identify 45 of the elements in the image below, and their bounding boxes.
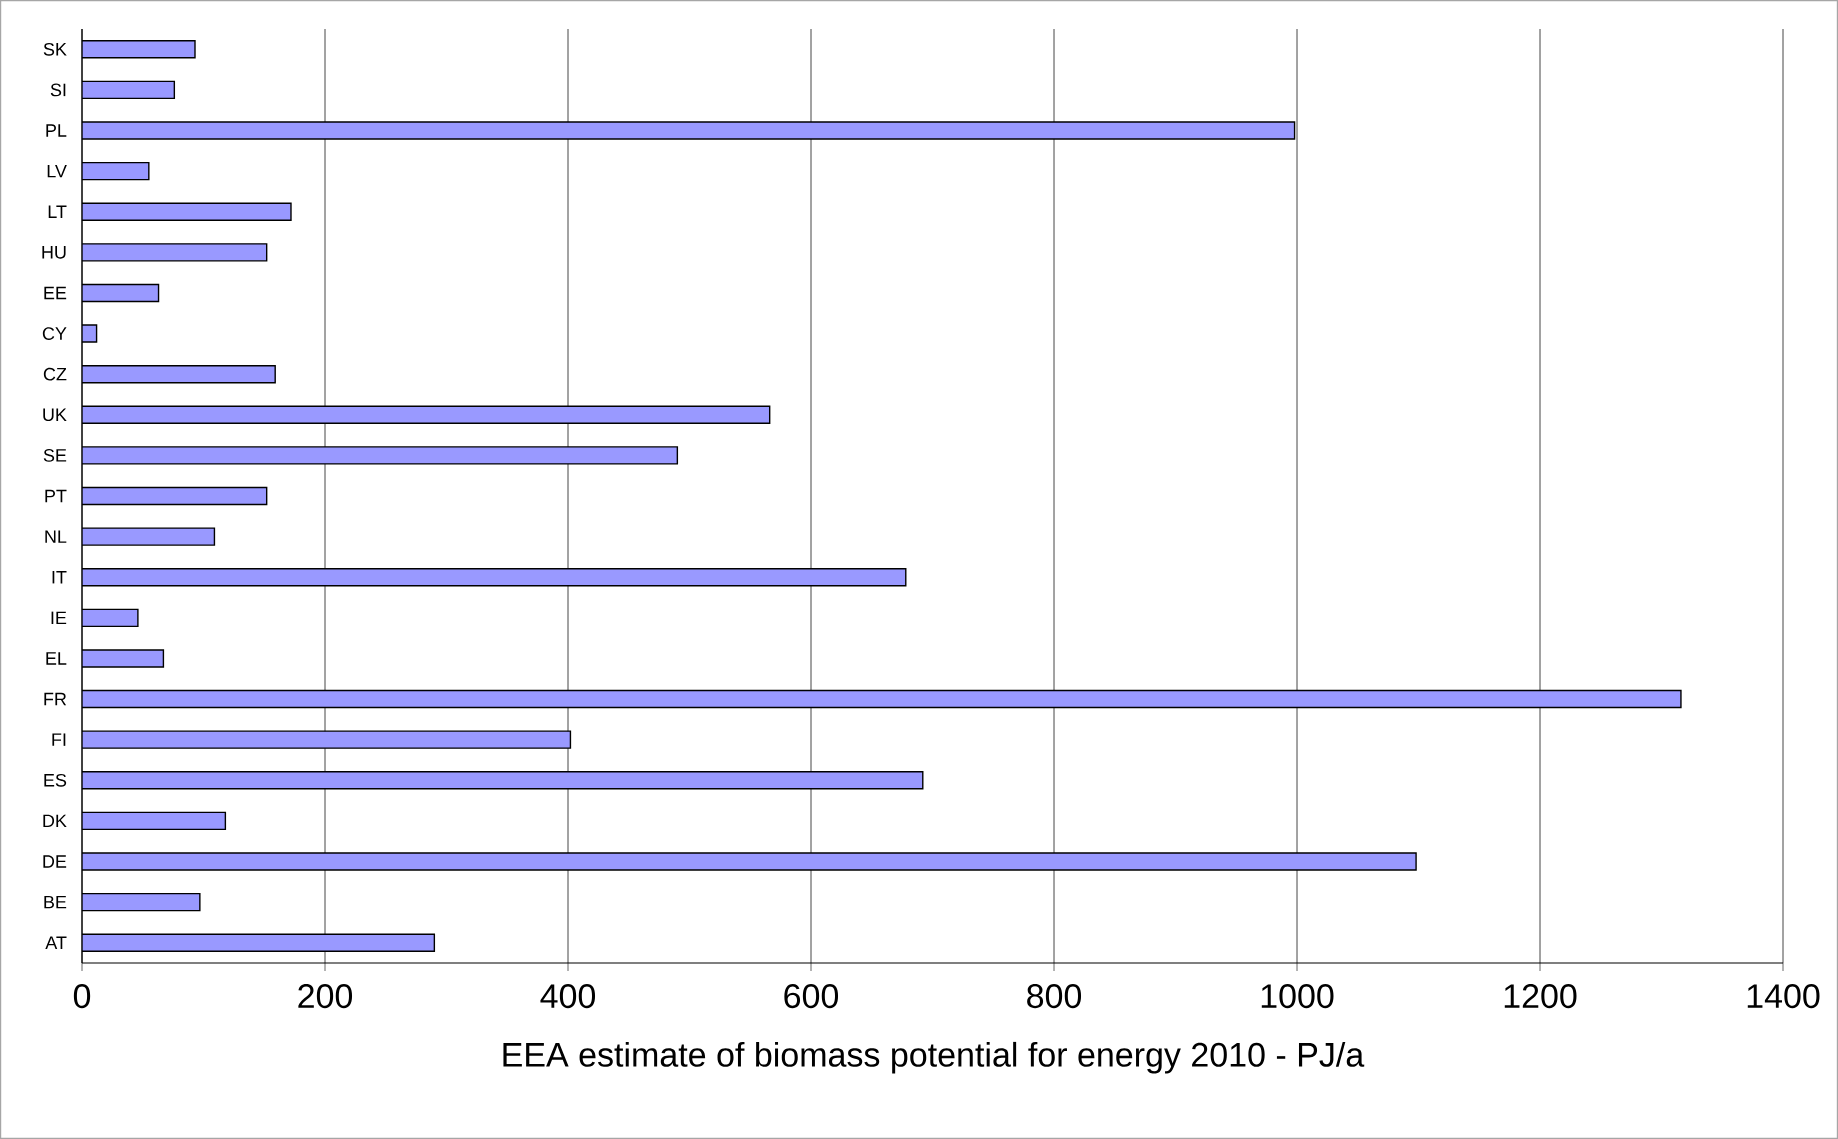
- y-tick-label: ES: [44, 773, 67, 787]
- y-tick-label: AT: [45, 936, 67, 949]
- y-tick-label: CZ: [43, 367, 67, 381]
- bar: [82, 892, 201, 912]
- y-tick-label: FR: [44, 692, 67, 706]
- x-tick-label: 1400: [1747, 984, 1820, 1009]
- bar: [82, 161, 150, 181]
- y-tick-label: EE: [44, 286, 67, 300]
- y-tick-label: IE: [51, 611, 67, 625]
- y-tick-label: DE: [43, 855, 67, 868]
- x-tick-label: 600: [784, 984, 839, 1009]
- y-tick-label: IT: [52, 571, 67, 584]
- y-tick-label: LT: [48, 205, 67, 218]
- bar: [82, 405, 771, 424]
- y-tick-label: FI: [52, 733, 66, 746]
- x-tick-label: 400: [540, 984, 596, 1009]
- bar: [82, 771, 924, 790]
- y-tick-label: SI: [50, 83, 66, 97]
- x-tick-label: 0: [73, 984, 91, 1009]
- y-tick-label: SK: [43, 42, 67, 56]
- x-tick-label: 800: [1027, 984, 1082, 1009]
- y-tick-label: UK: [43, 408, 67, 422]
- y-tick-label: PL: [46, 124, 67, 137]
- bar: [82, 568, 907, 587]
- bar: [82, 80, 176, 100]
- x-tick-label: 1200: [1504, 984, 1577, 1009]
- bar: [82, 811, 227, 831]
- bar: [82, 608, 139, 628]
- bar: [82, 689, 1682, 709]
- y-tick-label: DK: [43, 814, 67, 828]
- y-tick-label: NL: [45, 530, 67, 543]
- bar: [82, 283, 160, 303]
- y-tick-label: SE: [43, 449, 67, 462]
- y-tick-label: PT: [45, 489, 67, 503]
- bar: [82, 364, 276, 384]
- y-tick-label: HU: [42, 246, 66, 259]
- bar: [82, 202, 292, 221]
- y-tick-label: BE: [44, 895, 67, 909]
- bar: [82, 486, 268, 506]
- y-tick-label: LV: [47, 164, 67, 178]
- x-axis-title: EEA estimate of biomass potential for energy 2010 - PJ/a: [503, 1041, 1365, 1074]
- y-tick-label: EL: [46, 652, 67, 665]
- x-tick-label: 1000: [1261, 984, 1334, 1009]
- x-tick-label: 200: [298, 984, 353, 1009]
- y-tick-label: CY: [42, 327, 67, 340]
